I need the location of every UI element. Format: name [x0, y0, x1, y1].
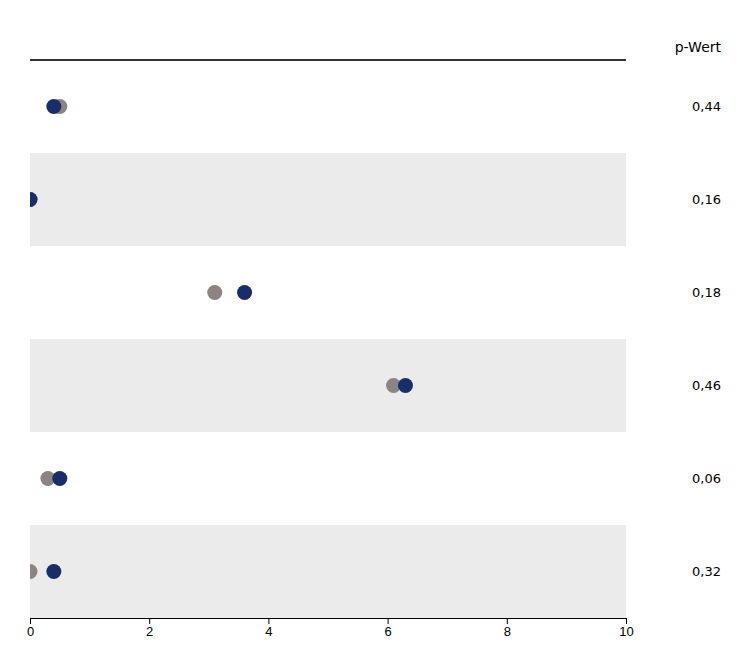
x-tick-label: 4	[265, 624, 272, 639]
chart: 0 2 4 6 8 10 p-Wert 0,44 0,16 0,18 0,46 0,06 0,32	[0, 0, 736, 668]
x-tick: 2	[146, 618, 153, 639]
x-tick-mark	[388, 618, 389, 624]
row-band	[30, 339, 626, 432]
x-axis: 0 2 4 6 8 10	[27, 618, 634, 639]
dot	[398, 378, 413, 393]
dot	[207, 285, 222, 300]
header-line	[30, 59, 626, 61]
x-tick: 0	[27, 618, 34, 639]
x-tick: 10	[619, 618, 633, 639]
x-tick-label: 8	[504, 624, 511, 639]
x-tick-label: 6	[384, 624, 391, 639]
x-tick: 4	[265, 618, 272, 639]
row-band	[30, 525, 626, 618]
annotation: 0,16	[692, 192, 721, 207]
annotation-header: p-Wert	[675, 39, 722, 55]
x-tick: 6	[384, 618, 391, 639]
annotation: 0,44	[692, 99, 721, 114]
series	[30, 99, 413, 579]
x-tick-label: 2	[146, 624, 153, 639]
x-tick-mark	[507, 618, 508, 624]
dot	[46, 99, 61, 114]
dot	[30, 192, 38, 207]
plot: 0 2 4 6 8 10	[23, 60, 634, 639]
dot	[30, 564, 38, 579]
x-tick-label: 0	[27, 624, 34, 639]
dot	[237, 285, 252, 300]
annotation: 0,46	[692, 378, 721, 393]
annotation: 0,18	[692, 285, 721, 300]
x-tick: 8	[504, 618, 511, 639]
annotation: 0,32	[692, 564, 721, 579]
x-axis-line	[31, 619, 627, 625]
x-tick-mark	[626, 618, 627, 624]
dot	[52, 471, 67, 486]
row-band	[30, 153, 626, 246]
x-tick-label: 10	[619, 624, 633, 639]
series	[30, 99, 401, 579]
annotation: 0,06	[692, 471, 721, 486]
row-band	[30, 60, 626, 153]
bands	[30, 60, 626, 618]
row-band	[30, 432, 626, 525]
dot	[30, 192, 38, 207]
x-tick-mark	[30, 618, 31, 624]
x-tick-mark	[268, 618, 269, 624]
dot	[46, 564, 61, 579]
marks	[30, 99, 413, 579]
row-band	[30, 246, 626, 339]
x-tick-mark	[149, 618, 150, 624]
